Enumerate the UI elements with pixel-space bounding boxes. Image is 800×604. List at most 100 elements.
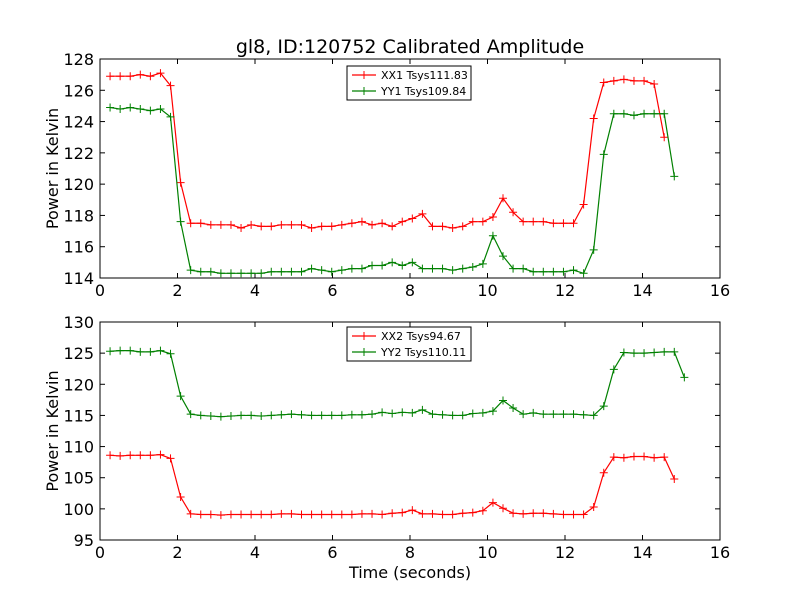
data-point — [408, 506, 417, 515]
data-point — [146, 451, 155, 460]
data-point — [549, 219, 558, 228]
data-point — [448, 266, 457, 275]
data-point — [609, 453, 618, 462]
data-point — [136, 347, 145, 356]
x-tick-label: 2 — [172, 281, 182, 300]
data-point — [509, 208, 518, 217]
data-point — [357, 217, 366, 226]
y-tick-label: 105 — [63, 469, 94, 488]
x-tick-label: 14 — [632, 281, 652, 300]
series-line — [110, 350, 685, 418]
data-point — [670, 347, 679, 356]
data-point — [468, 409, 477, 418]
x-tick-label: 12 — [555, 543, 575, 562]
data-point — [599, 402, 608, 411]
legend-marker — [360, 332, 368, 340]
data-point — [458, 411, 467, 420]
data-point — [408, 214, 417, 223]
data-point — [277, 220, 286, 229]
data-point — [307, 411, 316, 420]
data-point — [257, 412, 266, 421]
data-point — [478, 259, 487, 268]
data-point — [116, 451, 125, 460]
y-axis-label: Power in Kelvin — [43, 108, 62, 229]
data-point — [267, 510, 276, 519]
data-point — [519, 509, 528, 518]
series-1 — [106, 69, 669, 232]
data-point — [579, 269, 588, 278]
data-point — [106, 72, 115, 81]
data-point — [398, 508, 407, 517]
data-point — [317, 266, 326, 275]
data-point — [660, 347, 669, 356]
data-point — [569, 510, 578, 519]
data-point — [418, 209, 427, 218]
data-point — [257, 269, 266, 278]
data-point — [176, 217, 185, 226]
data-point — [609, 365, 618, 374]
data-point — [509, 403, 518, 412]
legend-label: YY2 Tsys110.11 — [380, 346, 466, 359]
data-point — [307, 223, 316, 232]
data-point — [539, 217, 548, 226]
x-tick-label: 8 — [405, 543, 415, 562]
data-point — [619, 348, 628, 357]
data-point — [146, 347, 155, 356]
data-point — [176, 493, 185, 502]
data-point — [398, 408, 407, 417]
data-point — [347, 410, 356, 419]
data-point — [549, 509, 558, 518]
legend-label: XX2 Tsys94.67 — [381, 330, 461, 343]
data-point — [619, 75, 628, 84]
legend-label: XX1 Tsys111.83 — [381, 69, 468, 82]
data-point — [287, 410, 296, 419]
data-point — [196, 219, 205, 228]
data-point — [136, 451, 145, 460]
data-point — [670, 474, 679, 483]
data-point — [539, 509, 548, 518]
series-1 — [106, 450, 679, 520]
data-point — [499, 504, 507, 513]
data-point — [368, 410, 377, 419]
data-point — [247, 510, 256, 519]
data-point — [206, 267, 215, 276]
data-point — [448, 223, 457, 232]
data-point — [136, 105, 145, 114]
data-point — [458, 264, 467, 273]
data-point — [519, 264, 528, 273]
data-point — [116, 346, 125, 355]
data-point — [186, 266, 195, 275]
data-point — [116, 72, 125, 81]
data-point — [458, 509, 467, 518]
data-point — [488, 231, 497, 240]
data-point — [619, 109, 628, 118]
data-point — [488, 407, 497, 416]
legend-box — [346, 65, 472, 101]
data-point — [428, 222, 437, 231]
data-point — [196, 510, 205, 519]
y-tick-label: 126 — [63, 81, 94, 100]
data-point — [206, 412, 215, 421]
data-point — [650, 348, 659, 357]
data-point — [589, 502, 598, 511]
data-point — [368, 220, 377, 229]
data-point — [156, 450, 165, 459]
data-point — [116, 105, 125, 114]
data-point — [156, 69, 165, 78]
data-point — [247, 411, 256, 420]
data-point — [660, 109, 669, 118]
data-point — [307, 510, 316, 519]
data-point — [196, 411, 205, 420]
data-point — [388, 222, 397, 231]
data-point — [378, 510, 387, 519]
data-point — [337, 411, 346, 420]
data-point — [468, 217, 477, 226]
data-point — [357, 410, 366, 419]
x-tick-label: 0 — [95, 543, 105, 562]
data-point — [408, 258, 417, 267]
data-point — [257, 510, 266, 519]
data-point — [569, 410, 578, 419]
data-point — [327, 222, 336, 231]
